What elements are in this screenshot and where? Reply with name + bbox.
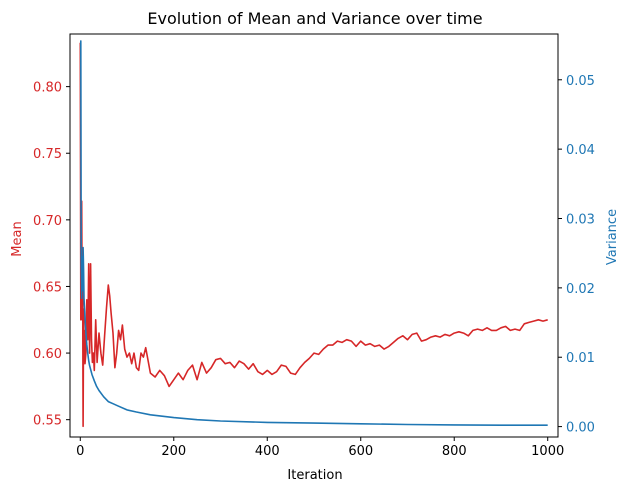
left-tick-label: 0.70 bbox=[33, 214, 62, 229]
series-layer bbox=[79, 40, 548, 428]
right-axis-title: Variance bbox=[605, 209, 620, 265]
x-tick-label: 800 bbox=[442, 444, 467, 459]
left-axis-title: Mean bbox=[10, 221, 25, 256]
x-tick-label: 600 bbox=[348, 444, 373, 459]
x-tick-label: 400 bbox=[255, 444, 280, 459]
right-tick-label: 0.04 bbox=[566, 143, 595, 158]
x-tick-label: 0 bbox=[76, 444, 84, 459]
left-tick-label: 0.60 bbox=[33, 347, 62, 362]
left-tick-label: 0.65 bbox=[33, 280, 62, 295]
mean-series-line bbox=[79, 42, 548, 428]
right-tick-label: 0.05 bbox=[566, 74, 595, 89]
x-tick-label: 1000 bbox=[531, 444, 564, 459]
right-tick-label: 0.01 bbox=[566, 351, 595, 366]
right-tick-label: 0.00 bbox=[566, 421, 595, 436]
plot-frame bbox=[69, 33, 559, 438]
right-tick-label: 0.03 bbox=[566, 213, 595, 228]
chart-title: Evolution of Mean and Variance over time bbox=[147, 9, 482, 28]
x-axis-title: Iteration bbox=[287, 468, 342, 483]
left-tick-label: 0.75 bbox=[33, 147, 62, 162]
axis-layer: 0 200 400 600 800 1000 0.55 0.60 0.65 0.70 0.75 0.8… bbox=[33, 33, 595, 459]
right-tick-label: 0.02 bbox=[566, 282, 595, 297]
variance-series-line bbox=[80, 40, 548, 427]
left-tick-label: 0.80 bbox=[33, 81, 62, 96]
x-tick-label: 200 bbox=[161, 444, 186, 459]
left-tick-label: 0.55 bbox=[33, 414, 62, 429]
